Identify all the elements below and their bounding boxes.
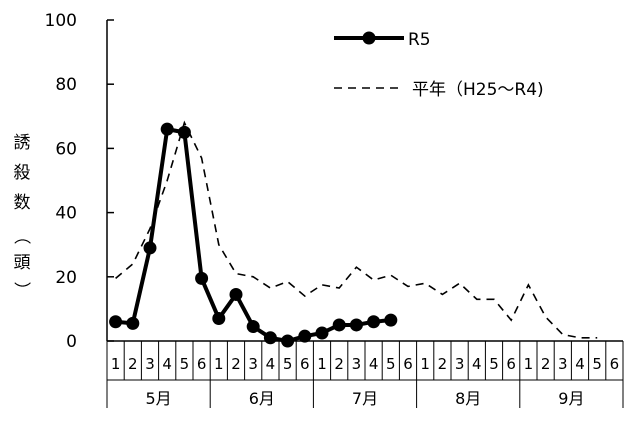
x-tick-label: 4	[575, 355, 585, 373]
y-axis-label-char: ）	[11, 282, 31, 299]
y-axis-label-char: 数	[14, 193, 31, 213]
x-tick-label: 1	[524, 355, 534, 373]
data-point-r5	[349, 318, 363, 332]
x-tick-label: 2	[231, 355, 241, 373]
data-point-r5	[367, 315, 381, 329]
y-axis-label-char: 頭	[14, 253, 31, 273]
data-point-r5	[332, 318, 346, 332]
x-month-label: 6月	[249, 389, 275, 408]
data-point-r5	[281, 334, 295, 348]
x-tick-label: 2	[438, 355, 448, 373]
x-tick-label: 5	[283, 355, 293, 373]
x-tick-label: 6	[300, 355, 310, 373]
series-1	[115, 120, 598, 339]
x-tick-label: 5	[180, 355, 190, 373]
y-axis-label-char: 殺	[14, 163, 31, 183]
x-tick-label: 6	[197, 355, 207, 373]
data-point-r5	[212, 312, 226, 326]
y-axis-label-char: 誘	[14, 133, 31, 153]
x-tick-label: 4	[472, 355, 482, 373]
data-point-r5	[229, 287, 243, 301]
data-point-r5	[109, 315, 123, 329]
y-tick-label: 80	[55, 75, 77, 95]
x-tick-label: 5	[386, 355, 396, 373]
y-axis-label-char: （	[11, 228, 31, 245]
y-tick-label: 20	[55, 268, 77, 288]
data-point-r5	[246, 320, 260, 334]
x-tick-label: 4	[162, 355, 172, 373]
data-point-r5	[160, 122, 174, 136]
x-tick-label: 4	[266, 355, 276, 373]
data-point-r5	[143, 241, 157, 255]
data-point-r5	[263, 331, 277, 345]
y-tick-label: 40	[55, 204, 77, 224]
x-tick-label: 6	[506, 355, 516, 373]
series-line-r5	[115, 127, 391, 343]
data-point-r5	[126, 316, 140, 330]
x-month-label: 7月	[352, 389, 378, 408]
y-axis-label: 誘殺数 （ 頭 ）	[11, 133, 31, 299]
x-tick-label: 5	[592, 355, 602, 373]
data-point-r5	[384, 313, 398, 327]
y-tick-label: 0	[66, 332, 77, 352]
x-tick-label: 2	[128, 355, 138, 373]
series-group	[109, 120, 598, 348]
x-tick-label: 6	[610, 355, 620, 373]
x-month-label: 5月	[146, 389, 172, 408]
x-tick-label: 2	[541, 355, 551, 373]
legend-marker-r5	[362, 31, 376, 45]
y-tick-label: 100	[45, 11, 77, 31]
x-month-label: 8月	[455, 389, 481, 408]
y-tick-label: 60	[55, 139, 77, 159]
x-tick-label: 3	[145, 355, 155, 373]
legend-label-r5: R5	[408, 30, 431, 50]
data-point-r5	[298, 329, 312, 343]
x-tick-label: 3	[455, 355, 465, 373]
x-tick-label: 5	[489, 355, 499, 373]
x-tick-label: 3	[558, 355, 568, 373]
x-tick-label: 6	[403, 355, 413, 373]
x-month-label: 9月	[558, 389, 584, 408]
legend: R5 平年（H25～R4)	[334, 30, 544, 100]
x-tick-label: 4	[369, 355, 379, 373]
x-tick-label: 1	[317, 355, 327, 373]
series-0	[109, 122, 398, 348]
data-point-r5	[315, 326, 329, 340]
data-point-r5	[195, 271, 209, 285]
legend-label-normal-year: 平年（H25～R4)	[412, 80, 544, 100]
x-tick-label: 2	[334, 355, 344, 373]
x-tick-label: 1	[111, 355, 121, 373]
x-tick-label: 1	[214, 355, 224, 373]
x-tick-label: 1	[420, 355, 430, 373]
x-tick-label: 3	[352, 355, 362, 373]
series-line-normal-year	[115, 120, 598, 339]
x-tick-label: 3	[248, 355, 258, 373]
